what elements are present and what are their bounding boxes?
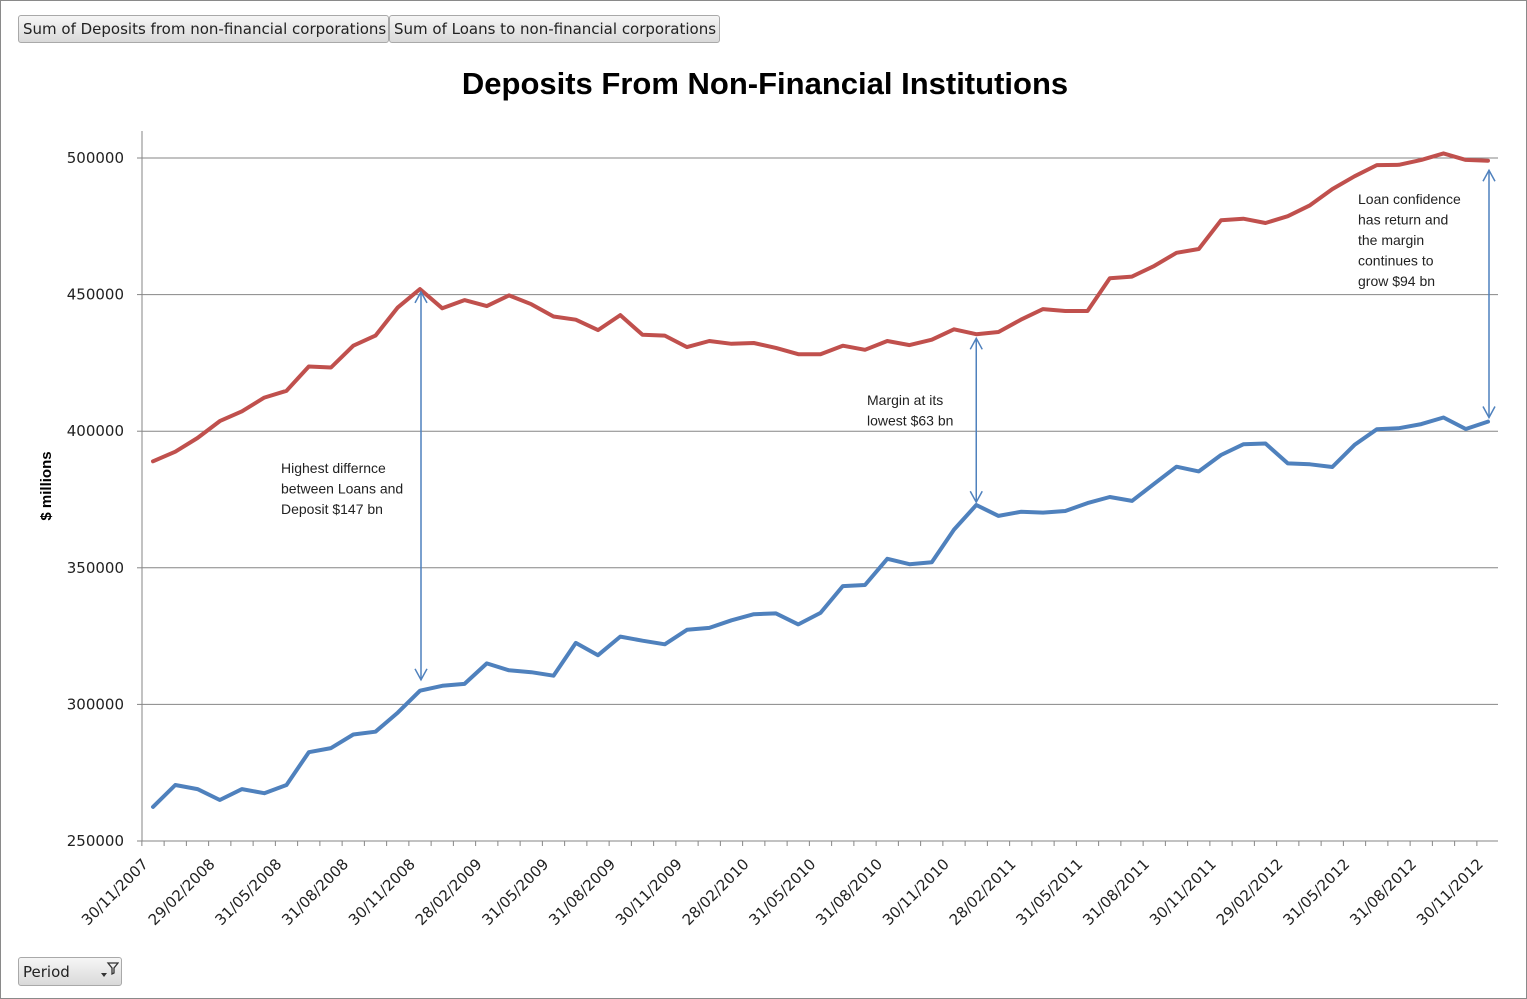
y-tick-label: 400000 [67, 422, 124, 440]
x-tick-label: 31/08/2008 [278, 855, 352, 929]
x-tick-label: 31/05/2008 [211, 855, 285, 929]
x-tick-label: 31/05/2009 [478, 855, 552, 929]
x-tick-label: 29/02/2012 [1213, 855, 1287, 929]
annotation-arrow-head-down [969, 490, 983, 504]
annotation-text: Loan confidence has return and the margin c… [1358, 191, 1461, 289]
chart-title: Deposits From Non-Financial Institutions [462, 66, 1068, 101]
x-tick-label: 31/08/2009 [545, 855, 619, 929]
annotation-line: grow $94 bn [1358, 273, 1435, 289]
y-axis-label: $ millions [38, 451, 55, 520]
annotation-arrow-head-up [414, 290, 428, 304]
annotation-text: Margin at its lowest $63 bn [867, 392, 953, 429]
x-tick-label: 30/11/2011 [1146, 855, 1220, 929]
x-tick-label: 28/02/2011 [946, 855, 1020, 929]
y-tick-label: 450000 [67, 286, 124, 304]
y-tick-label: 500000 [67, 149, 124, 167]
x-tick-label: 31/05/2012 [1279, 855, 1353, 929]
annotation-arrow-head-down [414, 668, 428, 682]
annotation-arrow-head-down [1482, 406, 1496, 420]
annotation-arrow-head-up [969, 336, 983, 350]
period-filter-button[interactable]: Period [18, 957, 122, 986]
y-tick-label: 350000 [67, 559, 124, 577]
deposits-field-button[interactable]: Sum of Deposits from non-financial corpo… [18, 15, 389, 43]
annotation-line: Highest differnce [281, 460, 386, 476]
annotation-line: continues to [1358, 253, 1434, 269]
annotation-text: Highest differnce between Loans and Deposi… [281, 460, 403, 517]
period-label: Period [23, 963, 70, 981]
annotation-arrow-head-up [1482, 168, 1496, 182]
annotation-line: Margin at its [867, 392, 943, 408]
deposits-series-line [151, 415, 1490, 809]
x-tick-label: 30/11/2009 [612, 855, 686, 929]
series-lines [151, 151, 1490, 809]
x-tick-label: 28/02/2009 [412, 855, 486, 929]
annotation-line: lowest $63 bn [867, 413, 953, 429]
x-tick-label: 31/08/2011 [1079, 855, 1153, 929]
annotation-line: Deposit $147 bn [281, 501, 383, 517]
y-tick-label: 250000 [67, 832, 124, 850]
annotations: Highest differnce between Loans and Deposi… [281, 168, 1496, 682]
annotation-line: has return and [1358, 212, 1448, 228]
x-tick-label: 31/08/2012 [1346, 855, 1420, 929]
x-tick-label: 30/11/2012 [1413, 855, 1487, 929]
loans-field-button[interactable]: Sum of Loans to non-financial corporatio… [389, 15, 720, 43]
loans-series-line [151, 151, 1490, 464]
x-tick-label: 31/05/2010 [745, 855, 819, 929]
x-tick-label: 30/11/2007 [78, 855, 152, 929]
annotation-line: the margin [1358, 232, 1424, 248]
annotation-line: between Loans and [281, 481, 403, 497]
x-tick-label: 30/11/2008 [345, 855, 419, 929]
gridlines [142, 157, 1498, 705]
axes: 250000 300000 350000 400000 450000 500000 30/1… [67, 131, 1498, 929]
x-tick-label: 31/05/2011 [1012, 855, 1086, 929]
y-tick-label: 300000 [67, 695, 124, 713]
x-tick-label: 28/02/2010 [679, 855, 753, 929]
x-tick-label: 31/08/2010 [812, 855, 886, 929]
annotation-line: Loan confidence [1358, 191, 1461, 207]
x-tick-label: 30/11/2010 [879, 855, 953, 929]
x-tick-label: 29/02/2008 [145, 855, 219, 929]
filter-dropdown-icon[interactable] [99, 961, 119, 981]
